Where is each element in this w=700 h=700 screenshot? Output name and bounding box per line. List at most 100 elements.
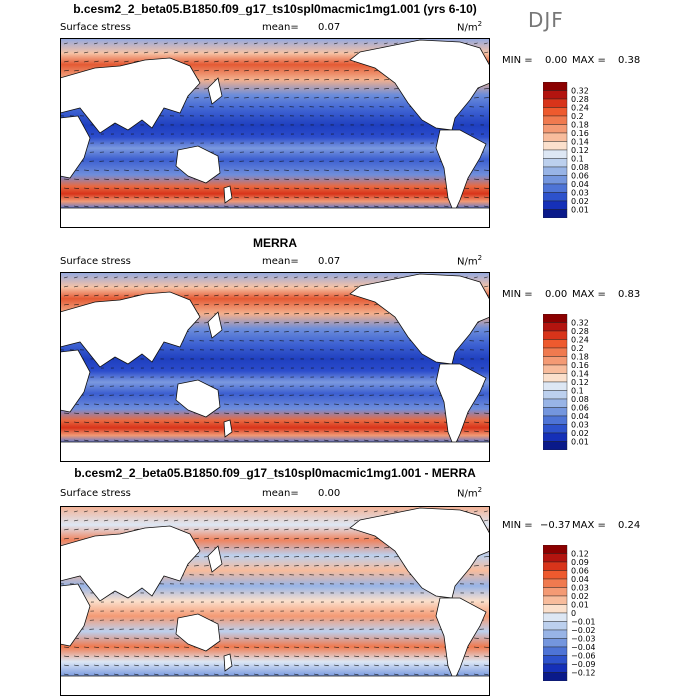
colorbar-swatch	[543, 638, 568, 648]
colorbar-tick-label: 0.12	[571, 550, 589, 559]
colorbar-tick-label: 0.09	[571, 558, 589, 567]
panel-2-title: MERRA	[253, 236, 297, 250]
panel-2-units: N/m2	[457, 254, 482, 267]
colorbar-swatch	[543, 141, 568, 151]
continent-outline	[349, 507, 490, 599]
land-masses	[60, 507, 490, 696]
panel-3-units-sup: 2	[477, 486, 483, 494]
colorbar-tick-label: −0.12	[571, 669, 596, 678]
colorbar-tick-label: 0.04	[571, 412, 589, 421]
colorbar-tick-label: 0.03	[571, 421, 589, 430]
colorbar-swatch	[543, 209, 568, 218]
panel-3-min-value: −0.37	[540, 520, 571, 531]
colorbar-tick-label: 0.1	[571, 155, 584, 164]
continent-outline	[60, 441, 490, 462]
colorbar-tick-label: 0.12	[571, 378, 589, 387]
colorbar-tick-label: 0.01	[571, 601, 589, 610]
map-frame	[60, 506, 490, 696]
panel-1-mean-label: mean=	[262, 22, 299, 33]
colorbar-swatch	[543, 356, 568, 366]
panel-3-units-base: N/m	[457, 488, 478, 500]
colorbar-swatch	[543, 200, 568, 210]
colorbar-swatch	[543, 424, 568, 434]
colorbar-swatch	[543, 98, 568, 108]
panel-1-variable: Surface stress	[60, 22, 131, 33]
colorbar-swatch	[543, 595, 568, 605]
continent-outline	[207, 77, 223, 105]
colorbar-swatch	[543, 149, 568, 159]
colorbar-tick-label: 0.2	[571, 112, 584, 121]
colorbar-swatch	[543, 124, 568, 134]
continent-outline	[60, 525, 201, 602]
panel-3-max-label: MAX =	[572, 520, 606, 531]
panel-1-units-base: N/m	[457, 22, 478, 34]
colorbar-tick-label: 0.02	[571, 197, 589, 206]
colorbar-swatch	[543, 398, 568, 408]
colorbar-swatch	[543, 441, 568, 450]
panel-3-title: b.cesm2_2_beta05.B1850.f09_g17_ts10spl0m…	[74, 466, 476, 480]
panel-1-min-value: 0.00	[545, 55, 568, 66]
continent-outline	[207, 545, 223, 573]
panel-3-colorbar: 0.120.090.060.040.030.020.010−0.01−0.02−…	[543, 545, 596, 681]
colorbar-tick-label: 0.28	[571, 95, 589, 104]
colorbar-tick-label: −0.06	[571, 652, 596, 661]
colorbar-tick-label: 0.03	[571, 189, 589, 198]
continent-outline	[223, 185, 233, 204]
panel-3-min-label: MIN =	[502, 520, 533, 531]
colorbar-swatch	[543, 115, 568, 125]
colorbar-swatch	[543, 663, 568, 673]
colorbar-swatch	[543, 432, 568, 442]
continent-outline	[175, 613, 221, 652]
continent-outline	[435, 597, 487, 683]
colorbar-swatch	[543, 373, 568, 383]
colorbar-tick-label: −0.03	[571, 635, 596, 644]
colorbar-swatch	[543, 672, 568, 681]
colorbar-swatch	[543, 183, 568, 193]
panel-3-map	[60, 506, 490, 696]
colorbar-tick-label: 0.06	[571, 172, 589, 181]
colorbar-swatch	[543, 90, 568, 100]
colorbar-tick-label: 0.03	[571, 584, 589, 593]
panel-3-mean-value: 0.00	[318, 488, 341, 499]
colorbar-swatch	[543, 604, 568, 614]
continent-outline	[175, 145, 221, 184]
colorbar-tick-label: 0	[571, 609, 576, 618]
panel-2-mean-value: 0.07	[318, 256, 341, 267]
panel-2-map	[60, 272, 490, 462]
colorbar-swatch	[543, 407, 568, 417]
continent-outline	[349, 39, 490, 131]
colorbar-tick-label: −0.04	[571, 643, 596, 652]
colorbar-swatch	[543, 175, 568, 185]
colorbar-tick-label: 0.16	[571, 361, 589, 370]
colorbar-tick-label: 0.28	[571, 327, 589, 336]
continent-outline	[435, 363, 487, 449]
colorbar-swatch	[543, 381, 568, 391]
colorbar-swatch	[543, 655, 568, 665]
panel-1-colorbar: 0.320.280.240.20.180.160.140.120.10.080.…	[543, 82, 589, 218]
panel-2-units-base: N/m	[457, 256, 478, 268]
colorbar-swatch	[543, 629, 568, 639]
land-masses	[60, 273, 490, 462]
colorbar-swatch	[543, 192, 568, 202]
colorbar-swatch	[543, 339, 568, 349]
colorbar-tick-label: −0.02	[571, 626, 596, 635]
colorbar-tick-label: 0.06	[571, 567, 589, 576]
colorbar-swatch	[543, 578, 568, 588]
colorbar-tick-label: 0.14	[571, 138, 589, 147]
colorbar-swatch	[543, 390, 568, 400]
panel-2-max-label: MAX =	[572, 289, 606, 300]
continent-outline	[60, 675, 490, 696]
panel-2-min-value: 0.00	[545, 289, 568, 300]
colorbar-tick-label: 0.02	[571, 592, 589, 601]
colorbar-tick-label: 0.02	[571, 429, 589, 438]
colorbar-swatch	[543, 107, 568, 117]
colorbar-swatch	[543, 330, 568, 340]
colorbar-tick-label: 0.01	[571, 438, 589, 447]
panel-2-max-value: 0.83	[618, 289, 641, 300]
continent-outline	[60, 115, 91, 179]
season-label: DJF	[528, 8, 564, 32]
panel-1-mean-value: 0.07	[318, 22, 341, 33]
continent-outline	[60, 291, 201, 368]
colorbar-tick-label: 0.06	[571, 404, 589, 413]
land-masses	[60, 39, 490, 228]
